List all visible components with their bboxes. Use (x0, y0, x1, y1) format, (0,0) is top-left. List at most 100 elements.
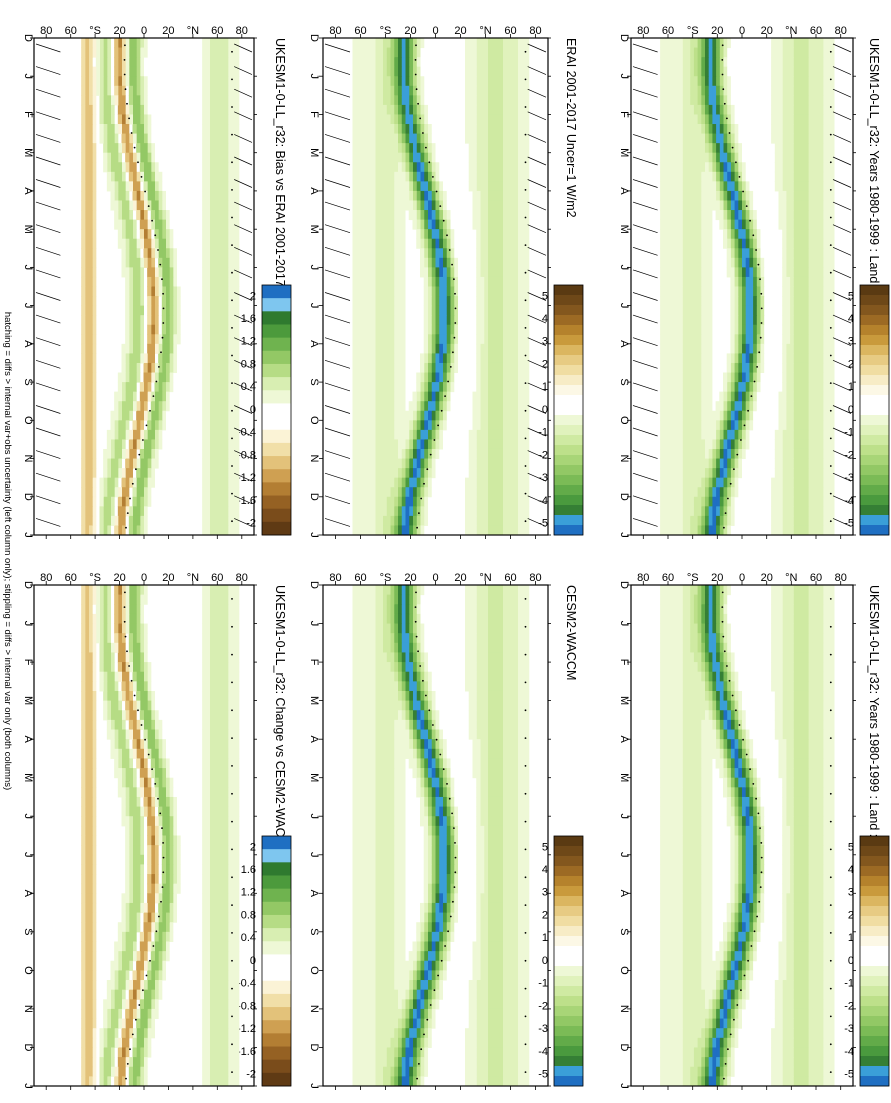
heatmap-cell (830, 951, 835, 962)
heatmap-cell (711, 690, 717, 702)
heatmap-cell (815, 324, 820, 335)
heatmap-cell (693, 391, 698, 402)
heatmap-cell (737, 248, 742, 259)
heatmap-cell (782, 960, 787, 971)
heatmap-cell (808, 248, 813, 259)
heatmap-cell (704, 410, 709, 421)
heatmap-cell (708, 883, 713, 894)
heatmap-cell (793, 420, 798, 431)
heatmap-cell (800, 719, 805, 731)
heatmap-cell (811, 219, 816, 230)
heatmap-cell (510, 229, 515, 240)
heatmap-cell (697, 796, 702, 808)
heatmap-cell (771, 1047, 776, 1058)
heatmap-cell (502, 391, 507, 402)
heatmap-cell (730, 515, 735, 526)
heatmap-cell (506, 410, 511, 421)
heatmap-cell (752, 845, 757, 856)
heatmap-cell (774, 1028, 779, 1039)
heatmap-cell (697, 143, 702, 154)
heatmap-cell (819, 143, 824, 154)
heatmap-cell (682, 458, 687, 469)
heatmap-cell (682, 912, 687, 923)
heatmap-cell (811, 1057, 816, 1068)
heatmap-cell (822, 1018, 828, 1029)
heatmap-cell (521, 219, 526, 230)
heatmap-cell (804, 874, 809, 885)
heatmap-cell (663, 710, 668, 721)
heatmap-cell (663, 989, 668, 1000)
month-label: J (618, 813, 630, 819)
heatmap-cell (704, 613, 709, 625)
heatmap-cell (771, 1066, 776, 1077)
heatmap-cell (660, 806, 665, 817)
heatmap-cell (741, 200, 746, 211)
heatmap-cell (502, 477, 507, 488)
heatmap-cell (487, 171, 492, 182)
heatmap-cell (756, 931, 761, 942)
heatmap-cell (808, 448, 813, 460)
heatmap-cell (830, 257, 835, 268)
heatmap-cell (685, 951, 691, 962)
heatmap-cell (811, 719, 816, 731)
heatmap-cell (506, 506, 511, 517)
heatmap-cell (771, 114, 776, 125)
heatmap-cell (708, 506, 713, 517)
stipple-dot (752, 234, 755, 237)
heatmap-cell (678, 362, 683, 374)
heatmap-cell (483, 248, 488, 259)
colorbar-label: -2 (844, 449, 854, 461)
stipple-dot (760, 322, 763, 324)
heatmap-cell (685, 787, 691, 798)
heatmap-cell (502, 248, 507, 259)
heatmap-cell (737, 362, 742, 374)
heatmap-cell (678, 219, 683, 230)
heatmap-cell (782, 642, 787, 653)
heatmap-cell (689, 229, 694, 240)
heatmap-cell (506, 181, 511, 192)
stipple-dot (728, 679, 731, 682)
heatmap-cell (513, 468, 518, 479)
heatmap-cell (667, 391, 672, 402)
heatmap-cell (682, 642, 687, 653)
heatmap-cell (811, 748, 816, 759)
heatmap-cell (711, 152, 717, 163)
heatmap-cell (808, 334, 813, 345)
colorbar-swatch (860, 986, 889, 997)
heatmap-cell (521, 334, 526, 345)
heatmap-cell (822, 796, 828, 808)
heatmap-cell (819, 162, 824, 173)
heatmap-cell (808, 931, 813, 942)
heatmap-cell (510, 372, 515, 383)
heatmap-cell (785, 690, 791, 702)
heatmap-cell (674, 305, 680, 316)
heatmap-cell (678, 845, 683, 856)
heatmap-cell (796, 506, 802, 517)
heatmap-cell (697, 200, 702, 211)
heatmap-cell (697, 324, 702, 335)
heatmap-cell (726, 133, 731, 144)
heatmap-cell (789, 47, 794, 58)
heatmap-cell (730, 922, 735, 933)
heatmap-cell (785, 324, 791, 335)
heatmap-cell (667, 758, 672, 769)
heatmap-cell (480, 238, 485, 249)
heatmap-cell (708, 729, 713, 740)
heatmap-cell (819, 210, 824, 221)
heatmap-cell (815, 700, 820, 711)
heatmap-cell (704, 429, 709, 440)
heatmap-cell (483, 410, 488, 421)
heatmap-cell (826, 874, 831, 885)
stipple-dot (829, 409, 832, 412)
heatmap-cell (826, 124, 831, 135)
heatmap-cell (722, 768, 728, 779)
heatmap-cell (660, 372, 665, 383)
heatmap-cell (495, 143, 500, 154)
heatmap-cell (822, 1047, 828, 1058)
heatmap-cell (719, 506, 724, 517)
heatmap-cell (663, 825, 668, 836)
heatmap-cell (682, 671, 687, 682)
heatmap-cell (793, 296, 798, 307)
heatmap-cell (782, 515, 787, 526)
heatmap-cell (682, 181, 687, 192)
